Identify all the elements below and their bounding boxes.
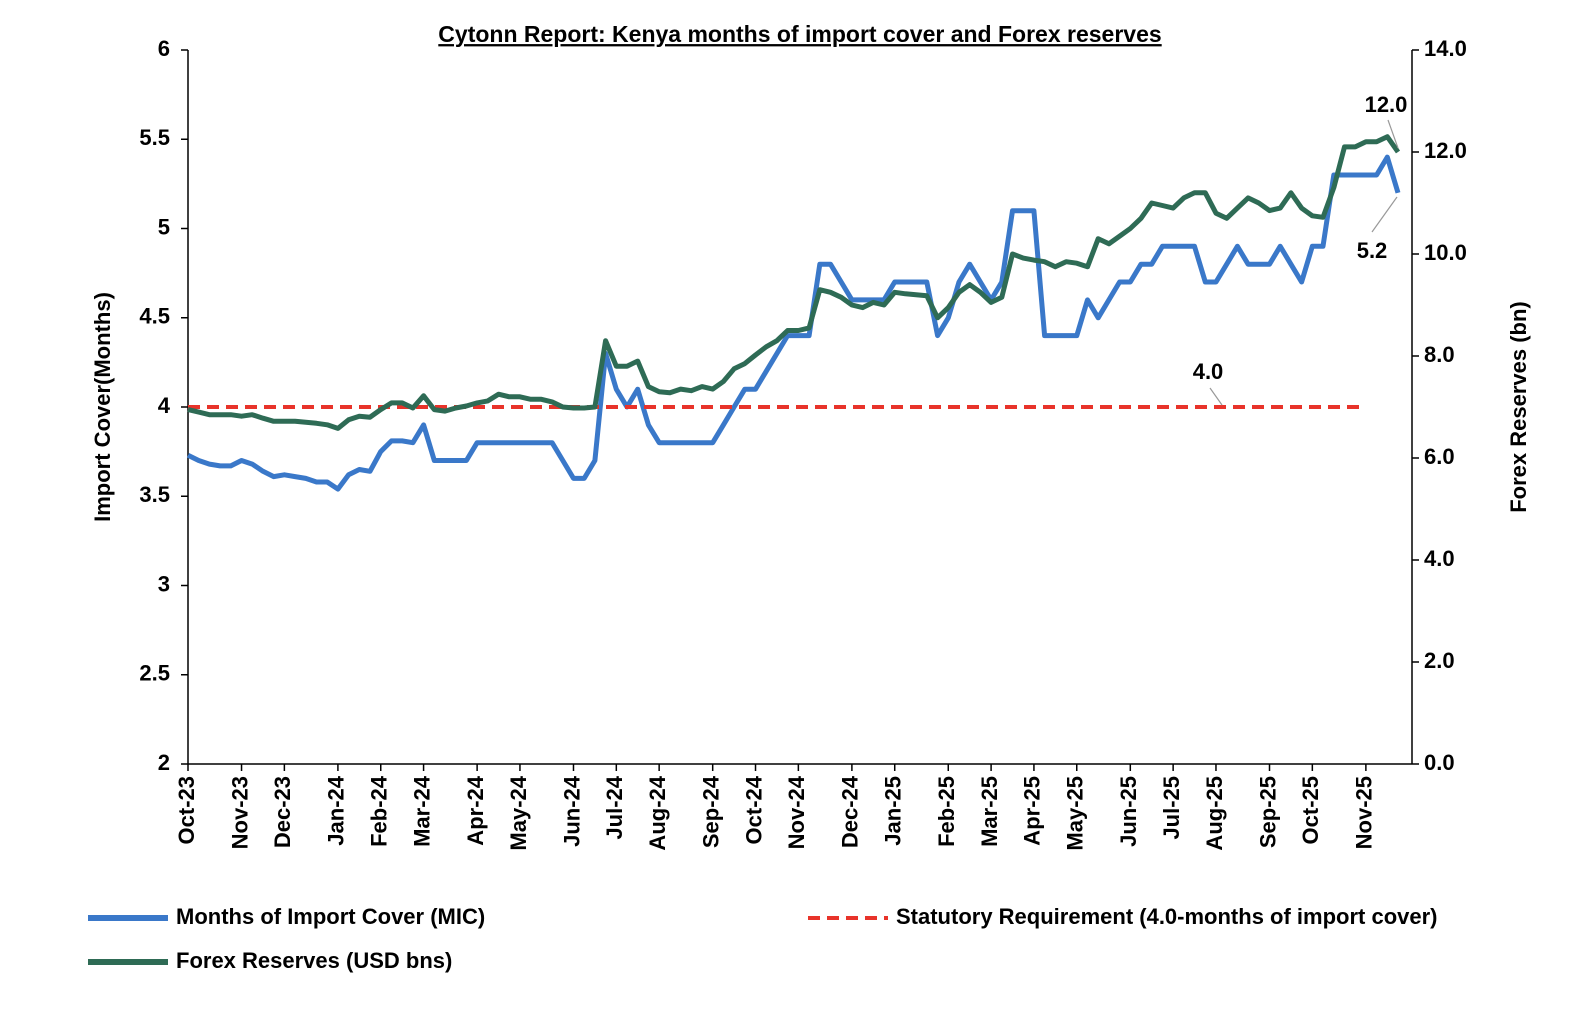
x-tick-label: Dec-24 bbox=[838, 775, 863, 848]
y2-tick-label: 0.0 bbox=[1424, 750, 1455, 775]
y2-tick-label: 2.0 bbox=[1424, 648, 1455, 673]
y2-axis-title: Forex Reserves (bn) bbox=[1506, 301, 1531, 513]
x-tick-label: Aug-24 bbox=[645, 775, 670, 850]
y2-tick-label: 4.0 bbox=[1424, 546, 1455, 571]
y-tick-label: 4.5 bbox=[139, 304, 170, 329]
annotation: 12.0 bbox=[1365, 92, 1408, 117]
y-tick-label: 5.5 bbox=[139, 125, 170, 150]
y-tick-label: 3 bbox=[158, 571, 170, 596]
y-tick-label: 6 bbox=[158, 36, 170, 61]
x-tick-label: Jun-25 bbox=[1116, 776, 1141, 847]
x-tick-label: Jan-24 bbox=[324, 775, 349, 845]
x-tick-label: Dec-23 bbox=[270, 776, 295, 848]
y2-tick-label: 12.0 bbox=[1424, 138, 1467, 163]
x-tick-label: Oct-23 bbox=[174, 776, 199, 844]
x-tick-label: Feb-24 bbox=[367, 775, 392, 847]
x-tick-label: May-25 bbox=[1063, 776, 1088, 851]
series-line bbox=[187, 134, 1401, 431]
y2-tick-label: 14.0 bbox=[1424, 36, 1467, 61]
x-tick-label: Oct-25 bbox=[1298, 776, 1323, 844]
legend-label: Months of Import Cover (MIC) bbox=[176, 904, 485, 929]
x-tick-label: Sep-25 bbox=[1255, 776, 1280, 848]
x-tick-label: Apr-24 bbox=[463, 775, 488, 845]
x-tick-label: Oct-24 bbox=[741, 775, 766, 844]
x-tick-label: Aug-25 bbox=[1202, 776, 1227, 851]
y-tick-label: 5 bbox=[158, 214, 170, 239]
y-tick-label: 2 bbox=[158, 750, 170, 775]
x-tick-label: Apr-25 bbox=[1020, 776, 1045, 846]
x-tick-label: Jul-24 bbox=[602, 775, 627, 839]
annotation-leader bbox=[1371, 196, 1398, 233]
x-tick-label: Sep-24 bbox=[699, 775, 724, 848]
annotation-leader bbox=[1387, 119, 1399, 149]
y-axis-title: Import Cover(Months) bbox=[90, 292, 115, 522]
y2-tick-label: 8.0 bbox=[1424, 342, 1455, 367]
y-tick-label: 3.5 bbox=[139, 482, 170, 507]
y-tick-label: 4 bbox=[158, 393, 171, 418]
series-line bbox=[186, 154, 1401, 492]
x-tick-label: Nov-25 bbox=[1352, 776, 1377, 849]
x-tick-label: Jul-25 bbox=[1159, 776, 1184, 840]
legend-label: Forex Reserves (USD bns) bbox=[176, 948, 452, 973]
x-tick-label: Mar-25 bbox=[977, 776, 1002, 847]
y2-tick-label: 6.0 bbox=[1424, 444, 1455, 469]
annotation-leader bbox=[1209, 387, 1223, 406]
annotation: 4.0 bbox=[1193, 359, 1224, 384]
legend-label: Statutory Requirement (4.0-months of imp… bbox=[896, 904, 1438, 929]
annotation: 5.2 bbox=[1357, 238, 1388, 263]
y-tick-label: 2.5 bbox=[139, 661, 170, 686]
x-tick-label: Mar-24 bbox=[409, 775, 434, 847]
x-tick-label: Jan-25 bbox=[881, 776, 906, 846]
x-tick-label: Jun-24 bbox=[559, 775, 584, 847]
x-tick-label: May-24 bbox=[506, 775, 531, 850]
x-tick-label: Nov-24 bbox=[784, 775, 809, 849]
y2-tick-label: 10.0 bbox=[1424, 240, 1467, 265]
x-tick-label: Nov-23 bbox=[227, 776, 252, 849]
chart-title: Cytonn Report: Kenya months of import co… bbox=[438, 21, 1161, 47]
x-tick-label: Feb-25 bbox=[934, 776, 959, 847]
